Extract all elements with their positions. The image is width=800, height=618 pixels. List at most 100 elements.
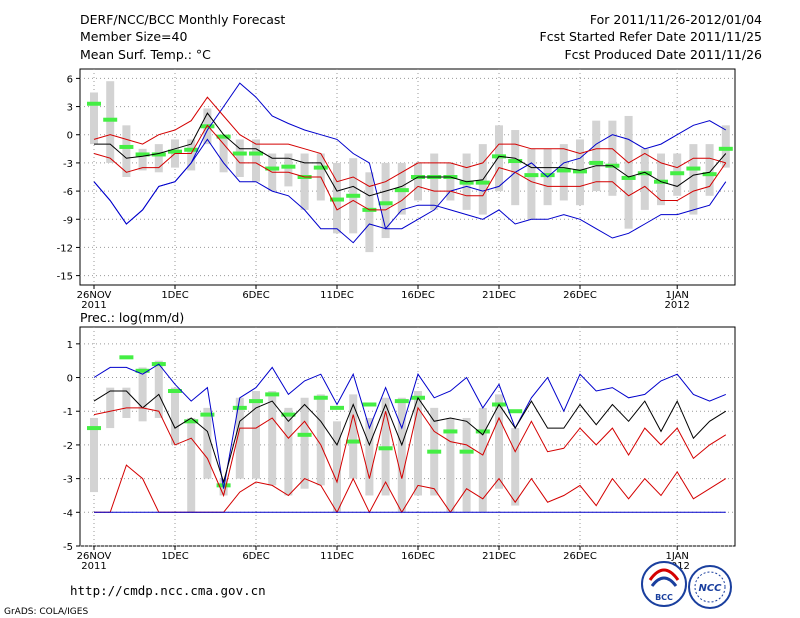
ensemble-median — [330, 405, 344, 410]
ensemble-box — [90, 92, 98, 145]
x-tick-label: 1DEC — [161, 290, 188, 301]
y-tick-label: -5 — [63, 542, 73, 553]
ensemble-box — [171, 387, 179, 445]
x-tick-label: 26DEC — [563, 551, 597, 562]
ensemble-median — [702, 172, 717, 177]
ensemble-median — [540, 173, 555, 178]
x-tick-sublabel: 2011 — [81, 561, 106, 572]
y-tick-label: -12 — [57, 243, 73, 254]
ensemble-box — [90, 417, 98, 493]
ensemble-box — [138, 367, 147, 422]
x-tick-label: 1JAN — [665, 551, 688, 562]
ensemble-box — [138, 148, 147, 171]
ensemble-box — [397, 397, 406, 513]
ensemble-box — [106, 387, 115, 429]
ensemble-median — [168, 389, 182, 394]
ensemble-box — [268, 391, 277, 486]
ensemble-box — [284, 407, 293, 496]
x-tick-label: 16DEC — [401, 551, 435, 562]
ensemble-median — [151, 152, 166, 157]
ensemble-box — [316, 394, 325, 486]
source-url[interactable]: http://cmdp.ncc.cma.gov.cn — [70, 583, 266, 598]
ensemble-median — [297, 432, 312, 437]
y-tick-label: -1 — [63, 407, 73, 418]
ensemble-median — [524, 173, 539, 178]
ensemble-median — [508, 409, 523, 414]
y-tick-label: 3 — [67, 103, 73, 114]
ensemble-median — [637, 171, 652, 176]
ensemble-box — [624, 115, 633, 229]
ensemble-median — [330, 197, 344, 202]
ensemble-box — [592, 120, 601, 192]
ensemble-median — [184, 419, 199, 424]
ensemble-median — [459, 180, 474, 185]
ensemble-box — [495, 394, 503, 489]
ensemble-box — [203, 407, 212, 479]
ensemble-median — [556, 168, 571, 173]
ensemble-median — [475, 429, 490, 434]
x-tick-label: 11DEC — [320, 551, 354, 562]
ensemble-median — [346, 439, 361, 444]
ncc-logo-text: NCC — [698, 583, 722, 594]
series-min-line — [93, 138, 727, 244]
y-tick-label: 0 — [67, 131, 73, 142]
ensemble-median — [508, 159, 523, 164]
ensemble-box — [252, 139, 260, 182]
x-tick-label: 6DEC — [242, 290, 269, 301]
ensemble-box — [721, 125, 730, 168]
ensemble-median — [135, 368, 150, 373]
ensemble-median — [686, 166, 701, 171]
ensemble-median — [475, 180, 490, 185]
ensemble-median — [589, 160, 604, 165]
ensemble-box — [414, 391, 422, 496]
x-tick-label: 26DEC — [563, 290, 597, 301]
ensemble-median — [281, 164, 296, 169]
ensemble-median — [281, 412, 296, 417]
y-tick-label: -3 — [63, 159, 73, 170]
ensemble-box — [657, 153, 665, 206]
x-tick-label: 6DEC — [242, 551, 269, 562]
precip-panel-title: Prec.: log(mm/d) — [80, 310, 184, 325]
ensemble-median — [313, 165, 328, 170]
ensemble-box — [446, 162, 455, 201]
ensemble-median — [249, 151, 263, 156]
ensemble-box — [527, 148, 536, 220]
x-tick-label: 21DEC — [482, 551, 516, 562]
ensemble-median — [200, 412, 215, 417]
ensemble-box — [154, 360, 163, 418]
ensemble-median — [216, 483, 231, 488]
y-tick-label: -9 — [63, 215, 73, 226]
ensemble-box — [414, 162, 422, 201]
ncc-logo: NCC — [688, 565, 732, 609]
ensemble-median — [346, 193, 361, 198]
series-lower-line — [93, 124, 727, 211]
ensemble-median — [249, 399, 263, 404]
ensemble-median — [378, 201, 393, 206]
ensemble-median — [670, 171, 685, 176]
ensemble-median — [443, 429, 458, 434]
ensemble-box — [106, 81, 115, 163]
ensemble-box — [430, 153, 439, 210]
ensemble-box — [187, 139, 196, 171]
ensemble-box — [446, 417, 455, 513]
ensemble-box — [365, 417, 374, 496]
ensemble-box — [300, 397, 309, 489]
y-tick-label: -4 — [63, 508, 73, 519]
x-tick-label: 11DEC — [320, 290, 354, 301]
ensemble-box — [235, 139, 244, 177]
forecast-started: Fcst Started Refer Date 2011/11/25 — [540, 29, 763, 44]
ensemble-median — [216, 134, 231, 139]
ensemble-median — [427, 449, 442, 454]
ensemble-median — [621, 175, 636, 180]
ensemble-box — [154, 144, 163, 173]
ensemble-median — [459, 449, 474, 454]
y-tick-label: -15 — [57, 272, 73, 283]
series-mean-line — [94, 112, 727, 197]
ensemble-box — [462, 417, 471, 513]
ensemble-median — [265, 392, 280, 397]
series-max-line — [93, 363, 726, 489]
x-tick-sublabel: 2011 — [81, 300, 106, 311]
ensemble-median — [718, 146, 733, 151]
variable-label: Mean Surf. Temp.: °C — [80, 47, 211, 62]
